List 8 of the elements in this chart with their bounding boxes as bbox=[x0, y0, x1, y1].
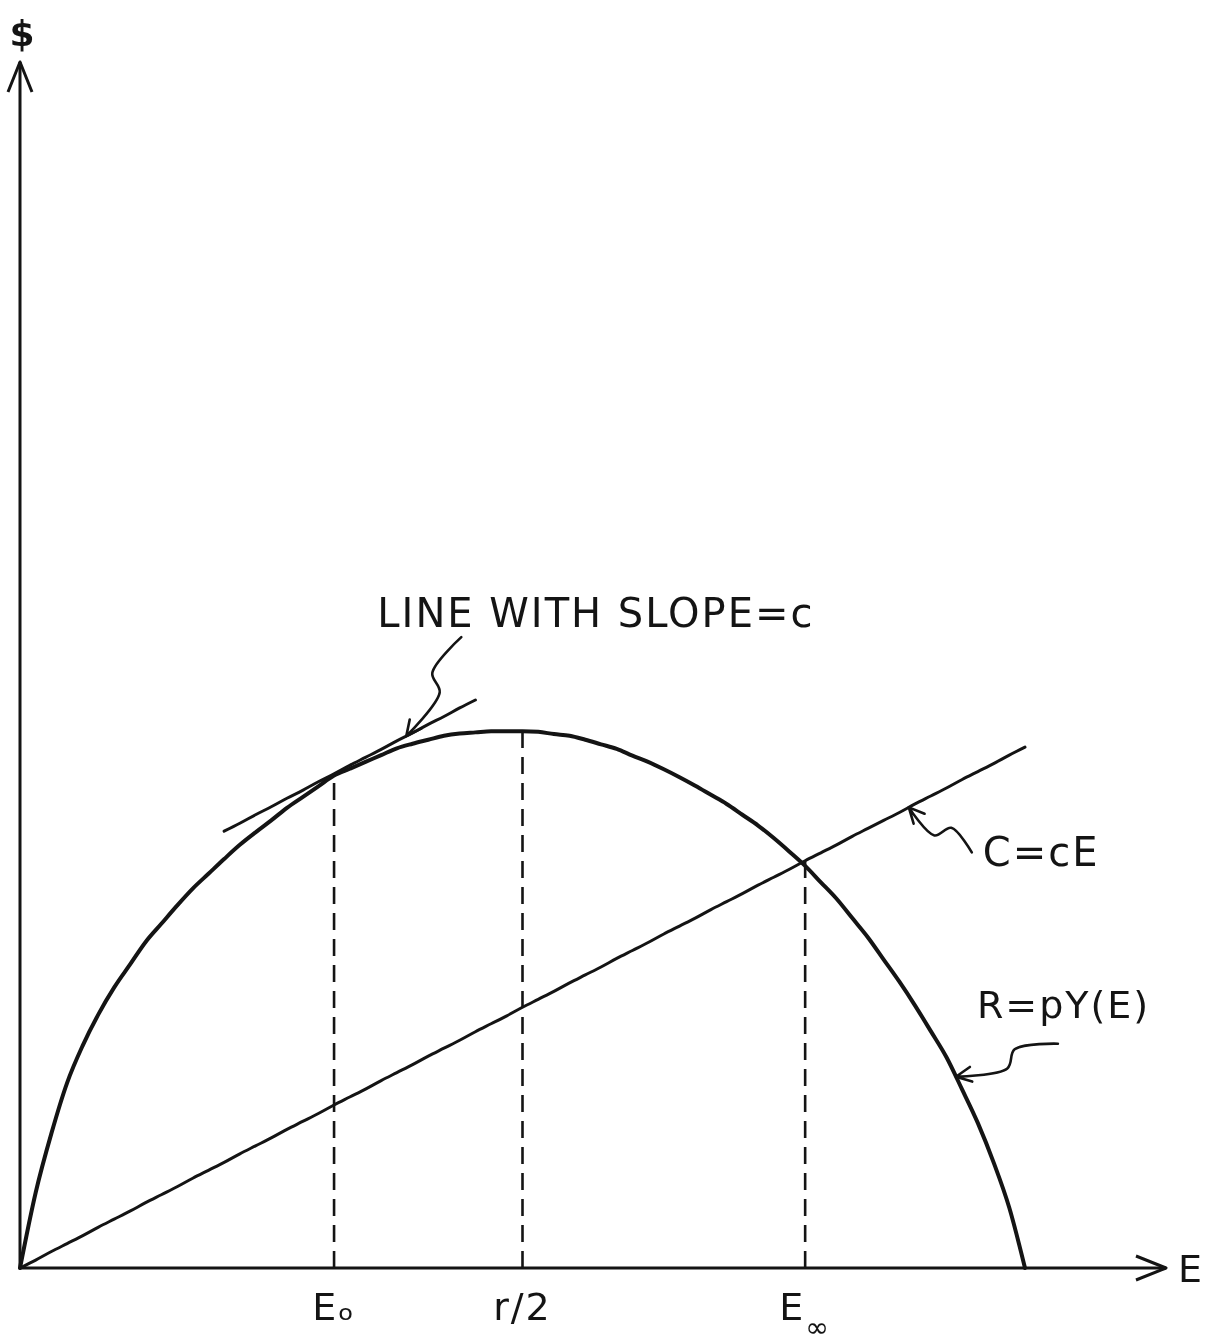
text: LINE WITH SLOPE=c bbox=[377, 590, 815, 637]
x-tick-label: r/2 bbox=[493, 1285, 552, 1329]
series-label: R=pY(E) bbox=[976, 982, 1151, 1027]
x-tick-label: E$_{∞}$ bbox=[779, 1285, 832, 1335]
x-tick-label: Eₒ bbox=[312, 1285, 356, 1329]
legend-label: C=cE bbox=[982, 829, 1100, 876]
text: $ bbox=[9, 13, 35, 54]
x-axis-title: E bbox=[1178, 1247, 1203, 1291]
